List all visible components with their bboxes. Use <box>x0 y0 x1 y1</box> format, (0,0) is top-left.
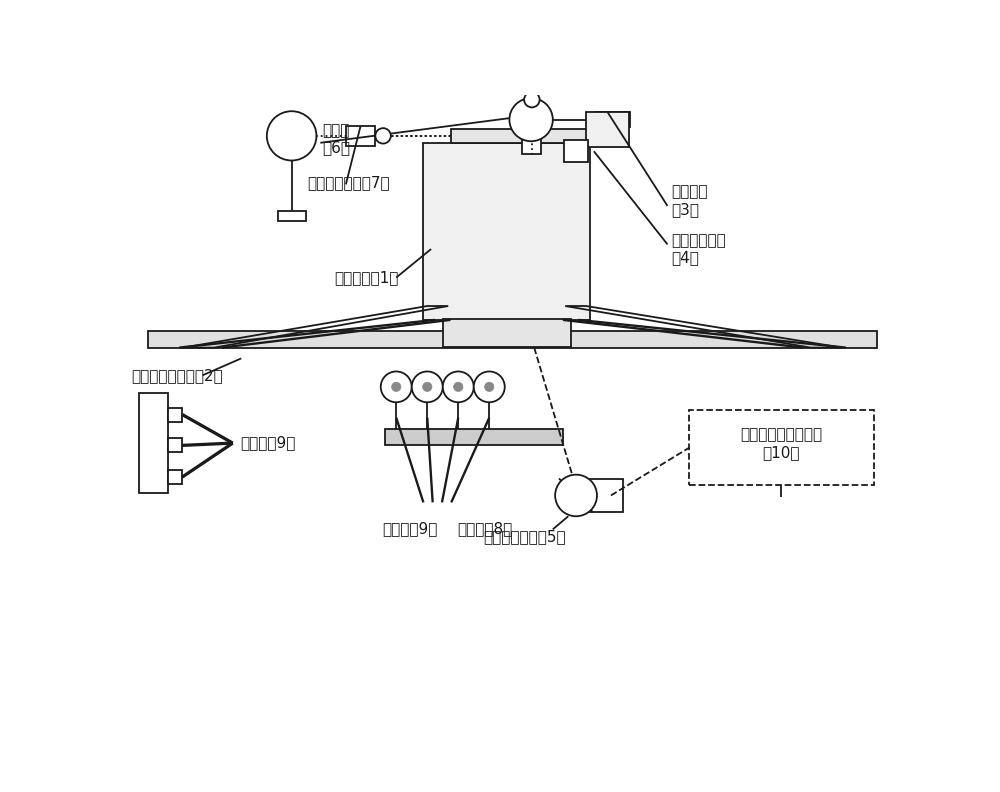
Bar <box>346 126 375 146</box>
Text: 相控阵雷达天线（2）: 相控阵雷达天线（2） <box>131 367 223 383</box>
Bar <box>168 408 182 421</box>
Circle shape <box>474 371 505 402</box>
Circle shape <box>267 111 316 161</box>
Text: 基准点（9）: 基准点（9） <box>383 522 438 537</box>
Text: 光电自准直仪（7）: 光电自准直仪（7） <box>307 175 390 190</box>
Circle shape <box>412 371 443 402</box>
Bar <box>148 330 877 348</box>
Text: 星敏感器
（3）: 星敏感器 （3） <box>671 185 708 217</box>
Circle shape <box>381 371 412 402</box>
Bar <box>443 319 571 347</box>
Bar <box>564 140 588 162</box>
Circle shape <box>485 383 494 391</box>
Circle shape <box>443 371 474 402</box>
Circle shape <box>454 383 463 391</box>
Circle shape <box>375 128 391 143</box>
Text: 基准尺（8）: 基准尺（8） <box>458 522 513 537</box>
Circle shape <box>392 383 401 391</box>
Text: 基准点（9）: 基准点（9） <box>240 436 296 451</box>
Bar <box>278 211 306 221</box>
Bar <box>689 410 874 485</box>
Circle shape <box>555 474 597 516</box>
Text: 卫星本体（1）: 卫星本体（1） <box>334 270 399 285</box>
Text: 摄影测量相机（5）: 摄影测量相机（5） <box>483 530 565 545</box>
Bar <box>168 470 182 484</box>
Circle shape <box>509 98 553 141</box>
Circle shape <box>423 383 432 391</box>
Text: 数据采集及处理系统
（10）: 数据采集及处理系统 （10） <box>740 428 822 460</box>
Bar <box>590 478 623 512</box>
Text: 经纬仪
（6）: 经纬仪 （6） <box>323 123 351 155</box>
Bar <box>139 393 168 493</box>
Circle shape <box>524 92 540 108</box>
Bar <box>595 112 630 128</box>
Bar <box>423 143 590 320</box>
Bar <box>385 429 563 444</box>
Bar <box>168 439 182 452</box>
Bar <box>586 112 629 147</box>
Bar <box>522 116 541 154</box>
Text: 星敏感器棱镜
（4）: 星敏感器棱镜 （4） <box>671 233 726 265</box>
Bar <box>450 129 594 143</box>
